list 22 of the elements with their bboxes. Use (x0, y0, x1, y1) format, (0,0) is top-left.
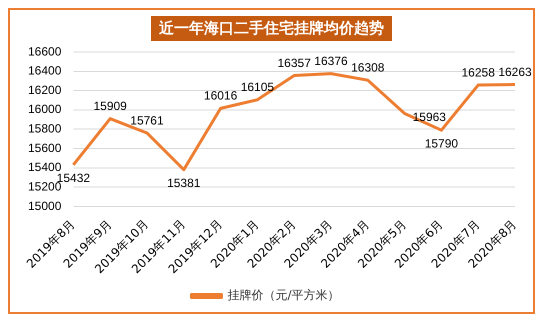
y-tick-label: 16600 (28, 44, 62, 58)
data-label: 15761 (130, 113, 164, 128)
data-label: 15909 (93, 99, 128, 114)
data-label: 15381 (167, 176, 201, 190)
data-label: 16105 (240, 80, 274, 94)
y-tick-label: 15600 (28, 140, 62, 155)
data-label: 16258 (462, 65, 496, 80)
y-tick-label: 16000 (28, 102, 62, 116)
y-tick-label: 15400 (28, 160, 62, 174)
y-tick-label: 16400 (28, 64, 62, 78)
data-label: 15790 (424, 136, 458, 151)
chart-title: 近一年海口二手住宅挂牌均价趋势 (151, 16, 392, 41)
y-tick-label: 15800 (28, 122, 62, 136)
data-label: 16357 (277, 56, 312, 70)
data-label: 15963 (412, 110, 446, 124)
data-label: 16308 (351, 60, 385, 74)
data-label: 16016 (204, 88, 238, 103)
y-tick-label: 16200 (28, 82, 62, 97)
y-tick-label: 15000 (28, 198, 62, 213)
data-label: 16376 (314, 54, 348, 68)
legend-label: 挂牌价（元/平方米） (227, 288, 340, 302)
data-label: 16263 (498, 64, 532, 79)
